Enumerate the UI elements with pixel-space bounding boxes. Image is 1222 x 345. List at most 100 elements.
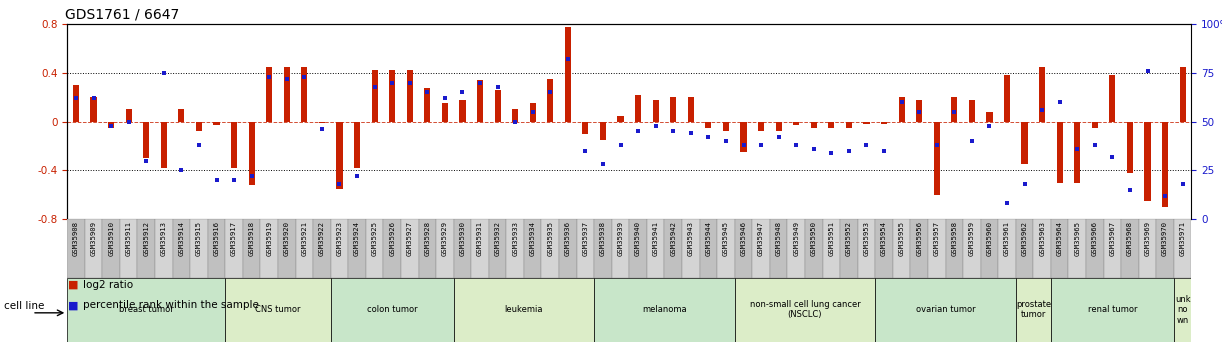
Text: cell line: cell line — [4, 301, 44, 311]
Text: GSM35954: GSM35954 — [881, 221, 887, 256]
Point — [1173, 181, 1193, 187]
Text: GSM35947: GSM35947 — [758, 221, 764, 256]
Bar — [424, 88, 430, 122]
Bar — [793, 122, 799, 125]
Text: GSM35966: GSM35966 — [1091, 221, 1097, 256]
Text: GSM35965: GSM35965 — [1074, 221, 1080, 256]
Point — [646, 123, 666, 128]
Bar — [126, 109, 132, 122]
Text: GSM35927: GSM35927 — [407, 221, 413, 256]
Bar — [225, 278, 331, 342]
Bar — [1022, 122, 1028, 164]
Text: GSM35959: GSM35959 — [969, 221, 975, 256]
Point — [997, 201, 1017, 206]
Bar — [161, 122, 167, 168]
Bar — [155, 219, 172, 278]
Text: GSM35938: GSM35938 — [600, 221, 606, 256]
Point — [558, 57, 578, 62]
Bar — [243, 219, 260, 278]
Bar — [653, 100, 659, 122]
Text: GSM35953: GSM35953 — [864, 221, 870, 256]
Bar — [1156, 219, 1174, 278]
Text: GSM35945: GSM35945 — [723, 221, 730, 256]
Bar — [418, 219, 436, 278]
Point — [628, 129, 648, 134]
Text: GSM35920: GSM35920 — [284, 221, 290, 256]
Point — [540, 90, 560, 95]
Bar — [1068, 219, 1086, 278]
Text: unk
no
wn: unk no wn — [1174, 295, 1190, 325]
Text: GSM35934: GSM35934 — [529, 221, 535, 256]
Point — [347, 174, 367, 179]
Point — [945, 109, 964, 115]
Bar — [776, 122, 782, 131]
Text: GSM35910: GSM35910 — [108, 221, 114, 256]
Bar — [336, 122, 342, 189]
Bar — [348, 219, 365, 278]
Point — [400, 80, 419, 86]
Point — [242, 174, 262, 179]
Bar — [137, 219, 155, 278]
Point — [1068, 146, 1088, 152]
Text: GSM35948: GSM35948 — [776, 221, 782, 256]
Bar — [1162, 122, 1168, 207]
Text: ■: ■ — [68, 300, 79, 310]
Bar — [1127, 122, 1133, 173]
Bar — [951, 97, 957, 122]
Bar — [688, 97, 694, 122]
Bar — [108, 122, 114, 128]
Text: GSM35918: GSM35918 — [248, 221, 254, 256]
Bar — [969, 100, 975, 122]
Bar — [1051, 278, 1174, 342]
Bar — [120, 219, 137, 278]
Text: GSM35917: GSM35917 — [231, 221, 237, 256]
Point — [119, 119, 138, 125]
Bar — [600, 122, 606, 140]
Bar — [354, 122, 360, 168]
Bar — [734, 278, 875, 342]
Text: leukemia: leukemia — [505, 305, 544, 314]
Bar — [103, 219, 120, 278]
Point — [312, 127, 331, 132]
Point — [962, 138, 981, 144]
Bar — [279, 219, 296, 278]
Bar — [178, 109, 185, 122]
Bar — [472, 219, 489, 278]
Point — [857, 142, 876, 148]
Bar — [980, 219, 998, 278]
Point — [418, 90, 437, 95]
Text: GSM35914: GSM35914 — [178, 221, 185, 256]
Bar — [453, 219, 472, 278]
Bar — [805, 219, 822, 278]
Bar — [529, 104, 535, 122]
Bar — [810, 122, 816, 128]
Bar — [723, 122, 730, 131]
Point — [1085, 142, 1105, 148]
Bar — [84, 219, 103, 278]
Bar — [741, 122, 747, 152]
Bar — [629, 219, 646, 278]
Bar — [284, 67, 290, 122]
Text: colon tumor: colon tumor — [367, 305, 418, 314]
Bar — [577, 219, 594, 278]
Point — [435, 96, 455, 101]
Point — [1121, 187, 1140, 193]
Bar — [1179, 67, 1185, 122]
Bar — [331, 278, 453, 342]
Point — [593, 162, 612, 167]
Point — [84, 96, 104, 101]
Text: GSM35952: GSM35952 — [846, 221, 852, 256]
Bar — [459, 100, 466, 122]
Bar — [705, 122, 711, 128]
Text: GSM35930: GSM35930 — [459, 221, 466, 256]
Point — [101, 123, 121, 128]
Text: GSM35929: GSM35929 — [442, 221, 448, 256]
Bar — [208, 219, 225, 278]
Bar — [846, 122, 852, 128]
Text: GSM35958: GSM35958 — [951, 221, 957, 256]
Bar — [401, 219, 418, 278]
Point — [1138, 68, 1157, 74]
Point — [576, 148, 595, 154]
Bar — [90, 97, 97, 122]
Bar — [67, 219, 84, 278]
